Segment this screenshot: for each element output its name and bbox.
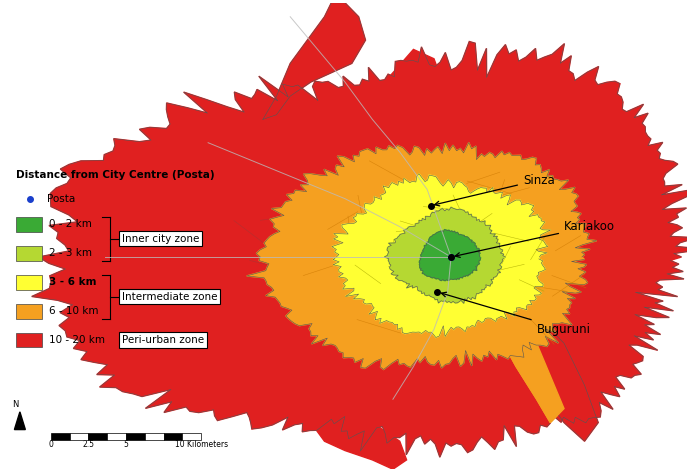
Text: 10 - 20 km: 10 - 20 km — [49, 335, 106, 345]
Bar — [88, 433, 107, 440]
Text: 0 - 2 km: 0 - 2 km — [49, 219, 92, 229]
Polygon shape — [332, 174, 551, 337]
Text: 0: 0 — [48, 440, 53, 449]
Polygon shape — [373, 50, 448, 115]
FancyBboxPatch shape — [17, 275, 43, 290]
Text: 3 - 6 km: 3 - 6 km — [49, 277, 97, 287]
Text: 5: 5 — [124, 440, 128, 449]
Text: Peri-urban zone: Peri-urban zone — [122, 335, 204, 345]
Bar — [50, 433, 70, 440]
Polygon shape — [14, 412, 26, 430]
Polygon shape — [263, 3, 366, 119]
Polygon shape — [509, 292, 598, 441]
Text: 2.5: 2.5 — [82, 440, 95, 449]
Polygon shape — [32, 42, 690, 457]
Polygon shape — [420, 230, 481, 281]
Text: Inner city zone: Inner city zone — [122, 234, 199, 244]
Text: N: N — [12, 400, 18, 409]
FancyBboxPatch shape — [17, 333, 43, 347]
Bar — [182, 433, 201, 440]
Text: Kariakoo: Kariakoo — [455, 220, 615, 257]
Text: 6 - 10 km: 6 - 10 km — [49, 306, 99, 316]
Bar — [70, 433, 88, 440]
Text: Buguruni: Buguruni — [442, 292, 591, 336]
Polygon shape — [384, 207, 505, 303]
Polygon shape — [469, 255, 537, 311]
Bar — [107, 433, 126, 440]
FancyBboxPatch shape — [17, 246, 43, 261]
Bar — [145, 433, 164, 440]
Polygon shape — [246, 143, 597, 370]
Polygon shape — [482, 273, 564, 422]
Polygon shape — [71, 213, 174, 292]
Text: Posta: Posta — [48, 194, 75, 204]
Text: Intermediate zone: Intermediate zone — [122, 292, 217, 302]
FancyBboxPatch shape — [17, 217, 43, 232]
Text: Distance from City Centre (Posta): Distance from City Centre (Posta) — [17, 170, 215, 180]
Polygon shape — [310, 413, 406, 469]
Bar — [126, 433, 145, 440]
Polygon shape — [482, 273, 564, 422]
FancyBboxPatch shape — [17, 303, 43, 319]
Text: Sinza: Sinza — [435, 174, 555, 206]
Bar — [164, 433, 182, 440]
Text: 2 - 3 km: 2 - 3 km — [49, 248, 92, 258]
Text: 10 Kilometers: 10 Kilometers — [175, 440, 228, 449]
